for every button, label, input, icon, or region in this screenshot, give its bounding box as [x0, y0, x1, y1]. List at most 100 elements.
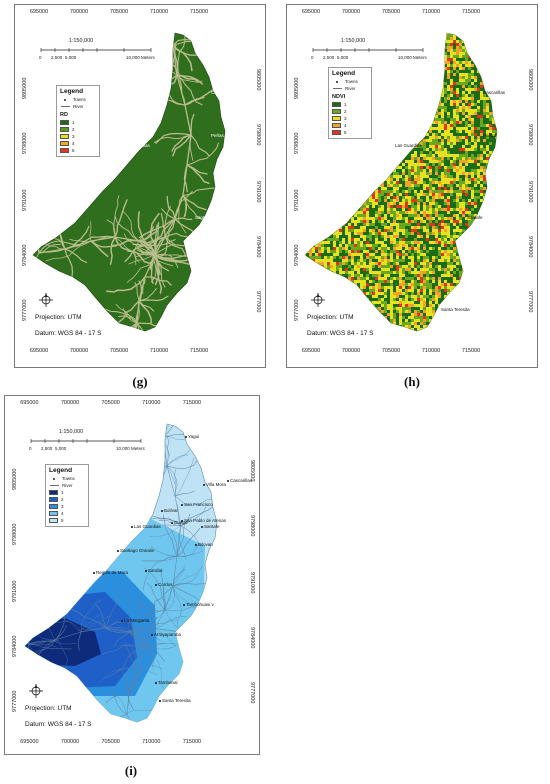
x-tick-top: 695000	[301, 9, 321, 15]
x-tick-bottom: 705000	[381, 348, 401, 354]
y-tick-right: 9791000	[249, 572, 255, 594]
legend-swatch	[49, 490, 58, 495]
legend-row-towns: Towns	[49, 475, 85, 482]
map-panel-ndvi: 695000 695000 700000 700000 705000 705000 7100…	[286, 4, 538, 368]
town-name: Santiago Grande	[120, 548, 155, 553]
y-tick-right: 9805000	[255, 69, 261, 91]
legend-class-label: 4	[344, 123, 347, 128]
x-tick-bottom: 710000	[142, 739, 161, 745]
x-tick-bottom: 715000	[461, 348, 481, 354]
legend-class-row: 4	[332, 122, 368, 129]
town-label: Peñas	[211, 133, 224, 138]
legend-class-row: 3	[49, 503, 85, 510]
legend-class-label: 4	[72, 141, 75, 146]
x-tick-top: 710000	[149, 9, 169, 15]
town-name: Guapo	[174, 520, 188, 525]
legend-class-label: 2	[72, 127, 75, 132]
legend-swatch	[332, 116, 341, 121]
x-tick-top: 715000	[461, 9, 481, 15]
legend-class-label: 1	[72, 120, 75, 125]
legend-class-label: 1	[61, 490, 64, 495]
x-tick-top: 710000	[142, 400, 161, 406]
town-label: Cascarillas	[211, 90, 234, 95]
town-label: Regulo de Mora	[93, 570, 128, 575]
x-tick-bottom: 710000	[421, 348, 441, 354]
town-name: Bilovan	[198, 542, 213, 547]
legend-swatch	[60, 148, 69, 153]
x-tick-top: 705000	[381, 9, 401, 15]
legend-class-label: 3	[61, 504, 64, 509]
town-label: Guapo	[171, 520, 188, 525]
legend-row-river: River	[60, 103, 96, 110]
town-name: Yagui	[188, 434, 200, 439]
town-name: San Francisco	[184, 502, 213, 507]
x-tick-bottom: 695000	[29, 348, 49, 354]
legend-river-label: River	[62, 483, 73, 488]
town-dot-icon	[93, 571, 95, 574]
river-line-icon	[332, 88, 342, 90]
legend: Legend Towns River 1 2 3 4 5	[45, 464, 89, 527]
legend-class-row: 3	[332, 115, 368, 122]
town-label: Santa Teresita	[169, 307, 198, 312]
town-label: Yagui	[185, 434, 199, 439]
y-tick-right: 9784000	[249, 627, 255, 649]
town-label: Tambanal	[155, 680, 178, 685]
y-tick-left: 9798000	[22, 132, 28, 154]
legend-class-title: RD	[60, 112, 68, 118]
map-panel-rd: 695000 695000 700000 700000 705000 705000 7100…	[14, 4, 266, 368]
legend-swatch	[49, 504, 58, 509]
legend-class-row: 2	[49, 496, 85, 503]
town-label: Santa Teresita	[159, 698, 191, 703]
x-tick-top: 700000	[60, 400, 80, 406]
legend-swatch	[49, 497, 58, 502]
datum-label: Datum: WGS 84 - 17 S	[307, 330, 374, 337]
rd-map	[32, 32, 226, 332]
town-dot-icon	[131, 525, 133, 528]
y-tick-left: 9777000	[22, 299, 28, 321]
legend-class-label: 2	[344, 109, 347, 114]
x-tick-top: 700000	[69, 9, 89, 15]
town-label: Bolívar	[161, 508, 178, 513]
town-name: Bolívar	[164, 508, 179, 513]
town-label: Las Guardias	[131, 524, 161, 529]
scale-ratio: 1:150,000	[68, 38, 94, 44]
legend-class-label: 3	[72, 134, 75, 139]
legend-class-row: 1	[49, 489, 85, 496]
y-tick-left: 9798000	[12, 523, 18, 545]
legend-swatch	[49, 511, 58, 516]
town-dot-icon	[227, 479, 229, 482]
legend-class-row: 4	[60, 140, 96, 147]
ndvi-map	[304, 32, 498, 332]
y-tick-left: 9791000	[22, 189, 28, 211]
legend-class-title: NDVI	[332, 94, 346, 100]
y-tick-left: 9791000	[294, 189, 300, 211]
legend-swatch	[49, 518, 58, 523]
town-name: Cascarillas	[230, 478, 253, 483]
y-tick-left: 9777000	[294, 299, 300, 321]
legend-swatch	[60, 134, 69, 139]
x-tick-top: 715000	[182, 400, 202, 406]
y-tick-right: 9777000	[527, 291, 533, 313]
legend-row-towns: Towns	[60, 96, 96, 103]
town-dot-icon	[195, 543, 197, 546]
town-label: Santafe	[467, 215, 483, 220]
town-dot-icon	[161, 509, 163, 512]
map-panel-classes: 695000 695000 700000 700000 705000 705000 7100…	[4, 395, 260, 755]
town-dot-icon	[183, 603, 185, 606]
y-tick-right: 9777000	[255, 291, 261, 313]
x-tick-bottom: 700000	[341, 348, 361, 354]
scale-label: 0	[39, 55, 42, 60]
x-tick-bottom: 695000	[301, 348, 321, 354]
y-tick-left: 9805000	[12, 468, 18, 490]
town-dot-icon	[181, 519, 183, 522]
scale-label: 10,000 Meters	[398, 55, 427, 60]
y-tick-left: 9798000	[294, 132, 300, 154]
x-tick-bottom: 700000	[60, 739, 80, 745]
town-dot-icon	[159, 699, 161, 702]
x-tick-top: 705000	[109, 9, 129, 15]
legend-class-row: 5	[49, 517, 85, 524]
y-tick-left: 9791000	[12, 580, 18, 602]
scale-bar	[40, 48, 152, 52]
x-tick-bottom: 710000	[149, 348, 169, 354]
y-tick-left: 9805000	[294, 77, 300, 99]
